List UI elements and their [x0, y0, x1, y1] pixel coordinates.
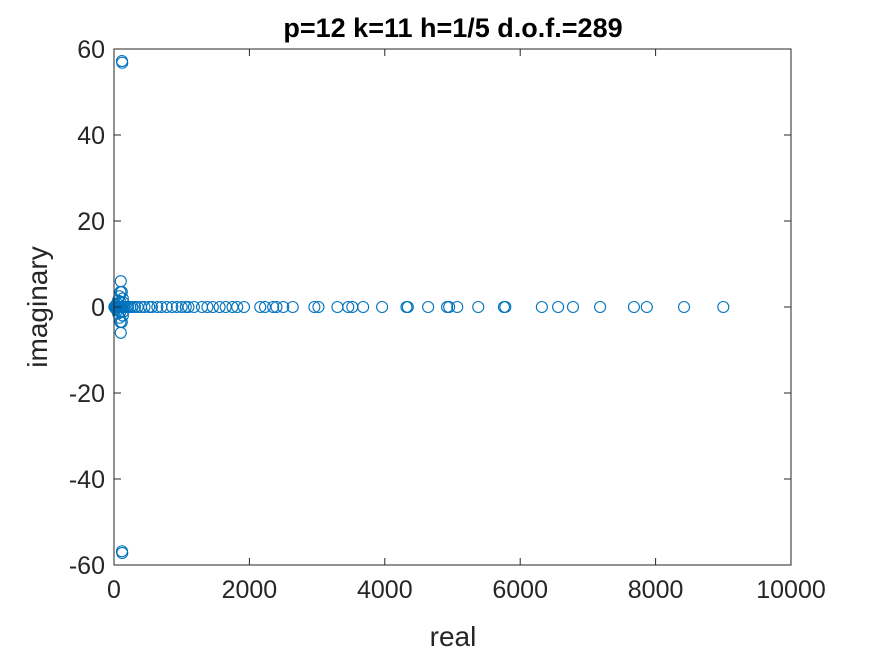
- data-point: [594, 300, 607, 314]
- data-point: [267, 300, 280, 314]
- y-tick-label: 0: [91, 294, 105, 322]
- y-tick-label: 20: [77, 208, 105, 236]
- data-point: [312, 300, 325, 314]
- y-tick-label: 60: [77, 36, 105, 64]
- data-point: [270, 300, 283, 314]
- data-point: [206, 300, 219, 314]
- data-point: [640, 300, 653, 314]
- data-point: [357, 300, 370, 314]
- chart-title: p=12 k=11 h=1/5 d.o.f.=289: [283, 13, 622, 43]
- y-tick-label: -40: [69, 466, 105, 494]
- axes: [113, 48, 792, 566]
- data-point: [717, 300, 730, 314]
- x-axis-label: real: [430, 621, 477, 652]
- x-tick-label: 0: [107, 576, 121, 604]
- data-point: [187, 300, 200, 314]
- data-point: [451, 300, 464, 314]
- data-point: [552, 300, 565, 314]
- data-point: [376, 300, 389, 314]
- data-point: [443, 300, 456, 314]
- data-point: [213, 300, 226, 314]
- data-point: [308, 300, 321, 314]
- y-tick-label: 40: [77, 122, 105, 150]
- data-point: [182, 300, 195, 314]
- data-point: [566, 300, 580, 314]
- data-point: [499, 300, 512, 314]
- data-point: [128, 300, 142, 314]
- data-point: [126, 300, 139, 314]
- data-point: [677, 300, 691, 314]
- data-point: [175, 300, 188, 314]
- data-point: [179, 300, 192, 314]
- data-point: [535, 300, 548, 314]
- data-point: [151, 300, 164, 314]
- data-points: [108, 54, 730, 560]
- data-point: [116, 56, 129, 69]
- data-point: [201, 300, 214, 314]
- y-tick-label: -20: [69, 380, 105, 408]
- data-point: [254, 300, 267, 314]
- x-tick-label: 6000: [492, 576, 548, 604]
- data-point: [286, 300, 299, 314]
- y-axis-label: imaginary: [22, 246, 53, 367]
- x-tick-label: 2000: [222, 576, 278, 604]
- data-point: [277, 300, 290, 314]
- data-point: [422, 300, 435, 314]
- data-point: [116, 546, 129, 560]
- data-point: [342, 300, 355, 314]
- data-point: [166, 300, 179, 314]
- data-point: [145, 300, 158, 314]
- data-point: [627, 300, 640, 314]
- tick-labels: 0 2000 4000 6000 8000 10000 -60 -40 -20 0 20 40 60: [69, 36, 826, 604]
- x-tick-label: 8000: [628, 576, 684, 604]
- data-point: [231, 300, 244, 314]
- data-point: [401, 300, 414, 314]
- x-tick-label: 4000: [357, 576, 413, 604]
- data-point: [143, 300, 156, 314]
- data-point: [237, 300, 251, 314]
- x-tick-label: 10000: [756, 576, 826, 604]
- data-point: [472, 300, 485, 314]
- data-point: [138, 300, 151, 314]
- data-point: [160, 300, 173, 314]
- y-tick-label: -60: [69, 552, 105, 580]
